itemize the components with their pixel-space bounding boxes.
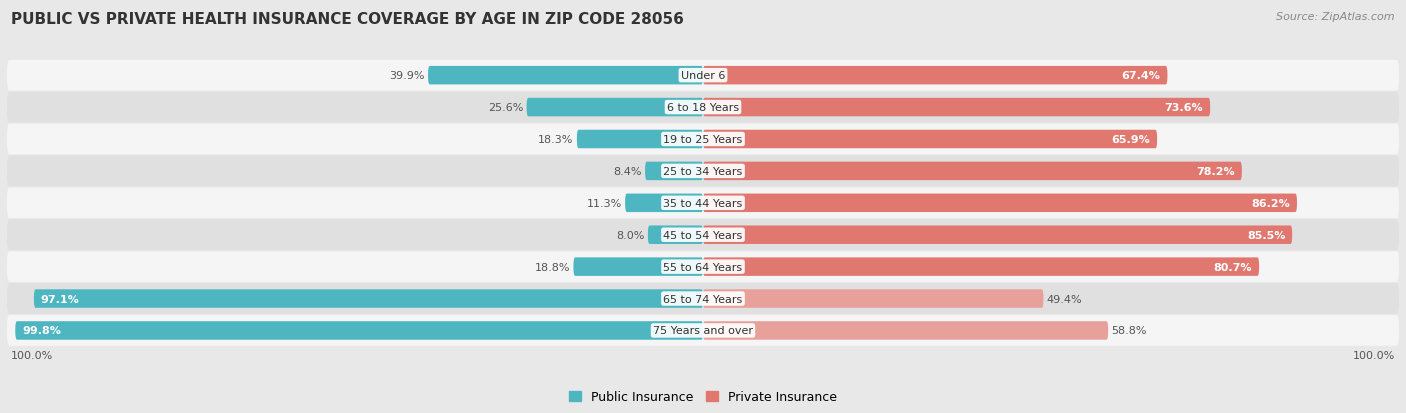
Text: 18.3%: 18.3% [538,135,574,145]
Text: 39.9%: 39.9% [389,71,425,81]
Text: 85.5%: 85.5% [1247,230,1285,240]
FancyBboxPatch shape [15,321,703,340]
Text: 35 to 44 Years: 35 to 44 Years [664,198,742,208]
Text: 65 to 74 Years: 65 to 74 Years [664,294,742,304]
FancyBboxPatch shape [527,99,703,117]
FancyBboxPatch shape [7,316,1399,346]
FancyBboxPatch shape [427,67,703,85]
FancyBboxPatch shape [703,162,1241,181]
Text: Under 6: Under 6 [681,71,725,81]
Text: 100.0%: 100.0% [10,351,53,361]
FancyBboxPatch shape [7,61,1399,91]
Text: PUBLIC VS PRIVATE HEALTH INSURANCE COVERAGE BY AGE IN ZIP CODE 28056: PUBLIC VS PRIVATE HEALTH INSURANCE COVER… [11,12,685,27]
Text: 67.4%: 67.4% [1122,71,1160,81]
FancyBboxPatch shape [7,284,1399,314]
FancyBboxPatch shape [703,321,1108,340]
FancyBboxPatch shape [626,194,703,213]
FancyBboxPatch shape [7,220,1399,250]
FancyBboxPatch shape [574,258,703,276]
FancyBboxPatch shape [7,156,1399,187]
FancyBboxPatch shape [7,188,1399,218]
Legend: Public Insurance, Private Insurance: Public Insurance, Private Insurance [564,385,842,408]
FancyBboxPatch shape [7,252,1399,282]
FancyBboxPatch shape [7,124,1399,155]
FancyBboxPatch shape [703,290,1043,308]
FancyBboxPatch shape [648,226,703,244]
Text: 49.4%: 49.4% [1047,294,1083,304]
FancyBboxPatch shape [703,67,1167,85]
Text: 78.2%: 78.2% [1197,166,1234,176]
Text: 100.0%: 100.0% [1353,351,1396,361]
Text: 99.8%: 99.8% [22,326,60,336]
Text: 80.7%: 80.7% [1213,262,1253,272]
Text: 55 to 64 Years: 55 to 64 Years [664,262,742,272]
Text: 45 to 54 Years: 45 to 54 Years [664,230,742,240]
FancyBboxPatch shape [34,290,703,308]
FancyBboxPatch shape [703,258,1260,276]
Text: 11.3%: 11.3% [586,198,621,208]
Text: 73.6%: 73.6% [1164,103,1204,113]
Text: 18.8%: 18.8% [534,262,569,272]
Text: 75 Years and over: 75 Years and over [652,326,754,336]
FancyBboxPatch shape [703,131,1157,149]
Text: 86.2%: 86.2% [1251,198,1291,208]
FancyBboxPatch shape [703,226,1292,244]
Text: 8.0%: 8.0% [616,230,644,240]
Text: 58.8%: 58.8% [1112,326,1147,336]
Text: 25.6%: 25.6% [488,103,523,113]
Text: 6 to 18 Years: 6 to 18 Years [666,103,740,113]
FancyBboxPatch shape [7,93,1399,123]
Text: 19 to 25 Years: 19 to 25 Years [664,135,742,145]
FancyBboxPatch shape [703,194,1296,213]
Text: 97.1%: 97.1% [41,294,80,304]
Text: 25 to 34 Years: 25 to 34 Years [664,166,742,176]
FancyBboxPatch shape [576,131,703,149]
Text: 8.4%: 8.4% [613,166,641,176]
Text: Source: ZipAtlas.com: Source: ZipAtlas.com [1277,12,1395,22]
FancyBboxPatch shape [645,162,703,181]
FancyBboxPatch shape [703,99,1211,117]
Text: 65.9%: 65.9% [1112,135,1150,145]
